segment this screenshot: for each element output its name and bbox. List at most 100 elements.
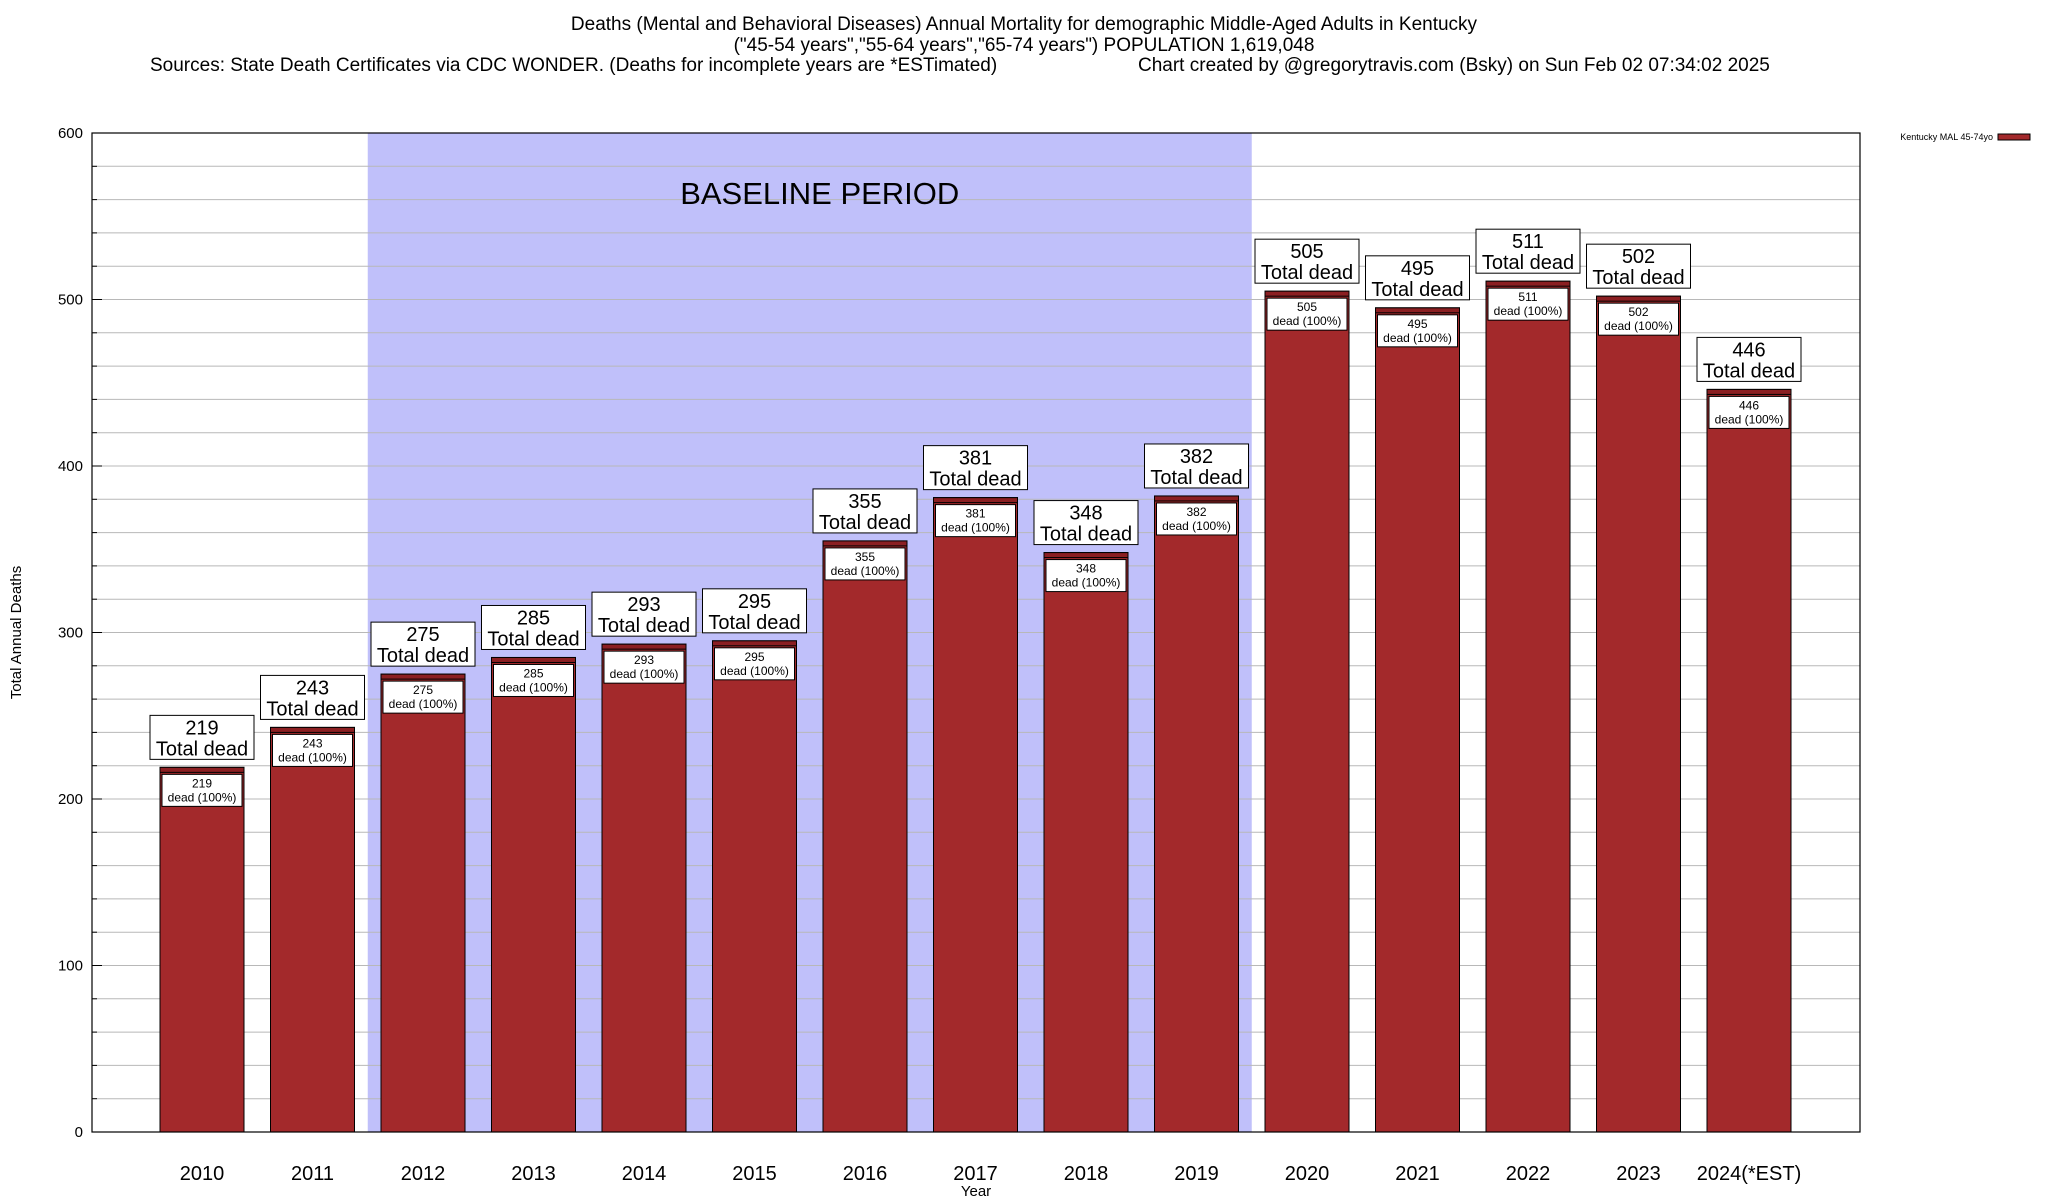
bar-inner-percent: dead (100%) xyxy=(1273,314,1342,328)
bar-inner-value: 355 xyxy=(855,550,875,564)
bar-top xyxy=(822,540,908,547)
bar-total-label: Total dead xyxy=(1040,524,1132,546)
bar-total-value: 446 xyxy=(1732,339,1765,361)
x-tick-label: 2016 xyxy=(843,1163,888,1185)
bar-inner-value: 348 xyxy=(1076,562,1096,576)
bar-inner-value: 293 xyxy=(634,653,654,667)
bar-total-value: 243 xyxy=(296,677,329,699)
bar-inner-label-box xyxy=(1377,314,1458,348)
bar-top xyxy=(1154,495,1239,502)
bar-total-label: Total dead xyxy=(1703,360,1795,382)
chart-title: Deaths (Mental and Behavioral Diseases) … xyxy=(0,14,2048,56)
bar-inner-percent: dead (100%) xyxy=(1383,331,1452,345)
bar-total-label-box xyxy=(702,588,807,634)
bar-total-label: Total dead xyxy=(1261,262,1353,284)
bar-top xyxy=(1485,280,1571,287)
bar-total-label: Total dead xyxy=(598,615,690,637)
bar-total-value: 293 xyxy=(627,594,660,616)
bar-inner-percent: dead (100%) xyxy=(1162,519,1231,533)
bar-total-label: Total dead xyxy=(819,512,911,534)
bar-inner-label-box xyxy=(382,680,464,714)
bar-inner-percent: dead (100%) xyxy=(1494,304,1563,318)
bar-total-label-box xyxy=(260,674,365,720)
bar xyxy=(712,640,797,1133)
bar-total-label-box xyxy=(370,621,476,667)
bar-inner-percent: dead (100%) xyxy=(941,521,1010,535)
bar-total-label-box xyxy=(1586,243,1691,289)
bar-top xyxy=(1596,295,1681,302)
bar-inner-percent: dead (100%) xyxy=(1604,319,1673,333)
bar-total-value: 295 xyxy=(738,591,771,613)
bar-total-value: 219 xyxy=(185,717,218,739)
bar-total-label: Total dead xyxy=(1592,267,1684,289)
y-tick-label: 0 xyxy=(75,1124,83,1141)
bar-total-label-box xyxy=(149,714,255,760)
bar-total-value: 381 xyxy=(959,448,992,470)
bar-inner-label-box xyxy=(1266,297,1348,331)
chart-title-line-2: ("45-54 years","55-64 years","65-74 year… xyxy=(733,35,1315,56)
bar-top xyxy=(270,726,355,733)
bar xyxy=(933,497,1018,1133)
bar-total-label-box xyxy=(1696,336,1802,382)
bar-inner-label-box xyxy=(493,663,574,697)
bar-total-label-box xyxy=(923,445,1028,491)
bar-inner-value: 495 xyxy=(1407,317,1427,331)
bar-inner-label-box xyxy=(603,650,685,684)
bar xyxy=(1264,290,1350,1133)
bar xyxy=(1154,495,1239,1133)
bar-inner-percent: dead (100%) xyxy=(499,680,568,694)
bar xyxy=(1706,388,1792,1133)
bar-total-label-box xyxy=(481,604,586,650)
bar-inner-percent: dead (100%) xyxy=(1052,576,1121,590)
y-tick-label: 300 xyxy=(58,625,83,642)
bar-inner-percent: dead (100%) xyxy=(389,697,458,711)
bar-total-label: Total dead xyxy=(1371,279,1463,301)
bar-inner-label-box xyxy=(824,547,906,581)
bar-total-label: Total dead xyxy=(708,612,800,634)
bar-inner-label-box xyxy=(1487,287,1569,321)
bar-inner-label-box xyxy=(714,647,795,681)
x-axis-label: Year xyxy=(961,1183,991,1200)
x-tick-label: 2014 xyxy=(622,1163,667,1185)
bar-inner-label-box xyxy=(272,733,353,767)
legend-label: Kentucky MAL 45-74yo xyxy=(1900,132,1993,142)
bar-total-value: 285 xyxy=(517,607,550,629)
bar xyxy=(822,540,908,1133)
x-tick-label: 2015 xyxy=(732,1163,777,1185)
bar-inner-value: 285 xyxy=(523,666,543,680)
bar-inner-label-box xyxy=(1598,302,1679,336)
bar-inner-value: 243 xyxy=(302,736,322,750)
bar-inner-label-box xyxy=(1708,395,1790,429)
bar-top xyxy=(933,497,1018,504)
bar xyxy=(491,656,576,1133)
bar xyxy=(1375,307,1460,1133)
x-tick-label: 2024(*EST) xyxy=(1697,1163,1802,1185)
bar-inner-label-box xyxy=(161,773,243,807)
bar-inner-value: 382 xyxy=(1186,505,1206,519)
chart-title-line-1: Deaths (Mental and Behavioral Diseases) … xyxy=(570,14,1478,35)
bar-total-label: Total dead xyxy=(1150,467,1242,489)
y-tick-label: 500 xyxy=(58,292,83,309)
bar-total-label: Total dead xyxy=(377,645,469,667)
bar-total-label: Total dead xyxy=(929,469,1021,491)
x-tick-label: 2011 xyxy=(291,1163,334,1185)
bar-total-value: 348 xyxy=(1069,503,1102,525)
bar-inner-value: 295 xyxy=(744,650,764,664)
bar xyxy=(270,726,355,1133)
chart-sources: Sources: State Death Certificates via CD… xyxy=(150,55,998,76)
x-tick-label: 2017 xyxy=(953,1163,998,1185)
bar-top xyxy=(491,656,576,663)
bar-total-label: Total dead xyxy=(1482,252,1574,274)
bar-inner-value: 381 xyxy=(965,507,985,521)
x-tick-label: 2022 xyxy=(1506,1163,1551,1185)
bar-total-value: 505 xyxy=(1290,241,1323,263)
bar-total-label-box xyxy=(1475,228,1581,274)
bar-inner-value: 505 xyxy=(1297,300,1317,314)
bar-total-label: Total dead xyxy=(487,628,579,650)
bar xyxy=(159,766,245,1133)
bar-top xyxy=(712,640,797,647)
bar-inner-percent: dead (100%) xyxy=(278,750,347,764)
bar xyxy=(601,643,687,1133)
